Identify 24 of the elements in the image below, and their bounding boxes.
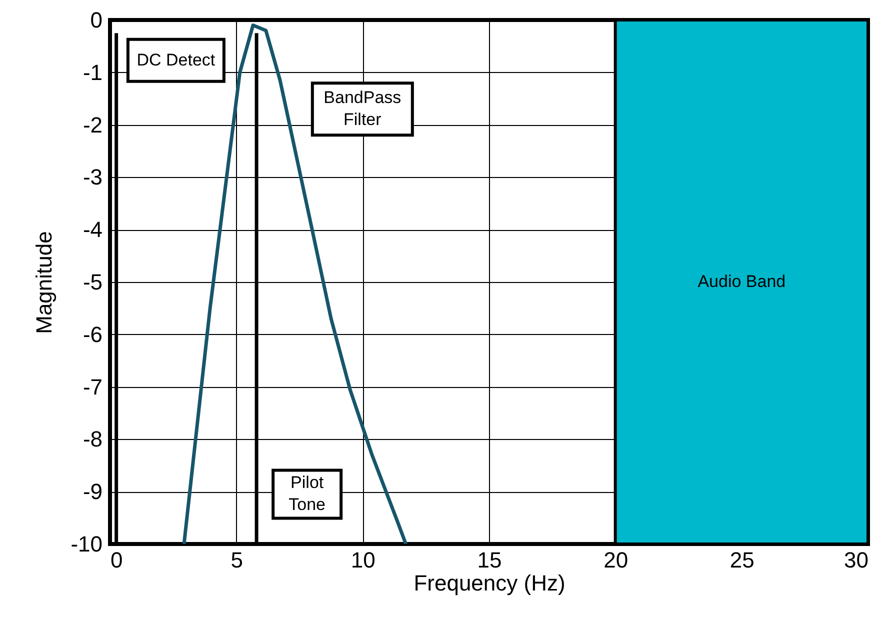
y-tick-label: -7 [82, 374, 102, 400]
x-tick-label: 15 [477, 548, 502, 572]
y-tick-label: -10 [70, 532, 102, 556]
y-tick-label: -8 [82, 426, 102, 452]
series-label: DC Detect [136, 50, 216, 70]
x-tick-label: 25 [730, 548, 754, 572]
x-axis-title: Frequency (Hz) [414, 570, 566, 596]
x-tick-label: 20 [604, 548, 628, 572]
series-label: BandPass Filter [324, 88, 402, 130]
band-label: Audio Band [698, 272, 786, 291]
x-tick-label: 5 [230, 548, 243, 572]
x-tick-label: 0 [110, 548, 123, 572]
x-tick-label: 30 [844, 548, 868, 572]
y-tick-label: -4 [82, 217, 102, 242]
y-axis-title: Magnitude [32, 231, 57, 334]
y-tick-label: -3 [82, 164, 102, 190]
series-label: Pilot Tone [288, 473, 326, 514]
y-tick-label: 0 [90, 8, 102, 32]
y-tick-label: -6 [82, 322, 102, 347]
x-tick-label: 10 [350, 548, 376, 572]
y-tick-label: -2 [82, 112, 102, 138]
y-tick-label: -5 [82, 270, 102, 294]
y-tick-label: -1 [82, 60, 102, 85]
y-tick-label: -9 [82, 479, 102, 504]
